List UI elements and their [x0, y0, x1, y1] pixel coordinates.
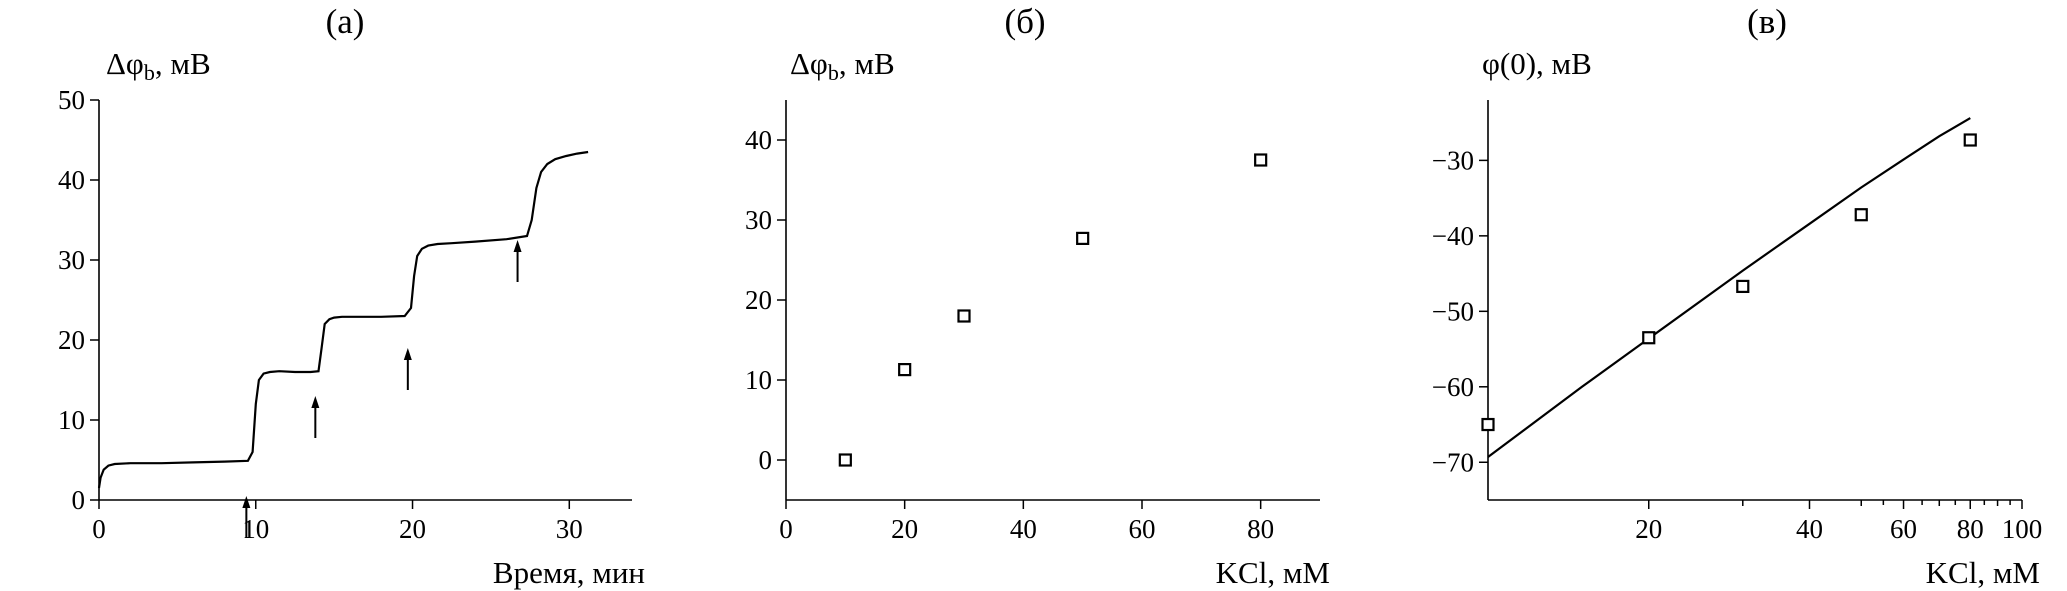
- arrow-head: [403, 348, 412, 360]
- y-tick-label: 0: [759, 445, 773, 475]
- panel-b-ylabel: Δφb, мВ: [790, 46, 895, 85]
- x-tick-label: 40: [1010, 514, 1037, 544]
- y-tick-label: 20: [58, 325, 85, 355]
- x-tick-label: 60: [1129, 514, 1156, 544]
- x-tick-label: 20: [891, 514, 918, 544]
- arrow-head: [242, 496, 251, 508]
- panel-c: (в) φ(0), мВ KCl, мМ −30 −40 −50 −60 −70 20 40…: [1432, 2, 2042, 590]
- panel-c-title: (в): [1747, 2, 1787, 41]
- panel-b-marks: [838, 153, 1268, 467]
- y-tick-label: 50: [58, 85, 85, 115]
- data-point: [898, 363, 912, 377]
- panel-a-xlabel: Время, мин: [493, 555, 645, 590]
- trace-line: [97, 150, 589, 489]
- panel-c-marks: [1481, 117, 1977, 458]
- y-tick-label: −40: [1432, 221, 1474, 251]
- data-point: [1481, 417, 1495, 432]
- y-tick-label: 40: [58, 165, 85, 195]
- panel-c-xlabel: KCl, мМ: [1926, 555, 2040, 590]
- y-tick-label: 30: [58, 245, 85, 275]
- panel-b-title: (б): [1004, 2, 1045, 41]
- y-tick-label: 10: [58, 405, 85, 435]
- y-tick-label: −30: [1432, 145, 1474, 175]
- panel-c-ticks: −30 −40 −50 −60 −70 20 40 60 80 100: [1432, 145, 2042, 544]
- y-tick-label: 30: [745, 205, 772, 235]
- data-point: [957, 309, 971, 323]
- data-point: [838, 453, 852, 467]
- data-point: [1736, 279, 1750, 294]
- data-point: [1076, 231, 1090, 245]
- fit-line: [1487, 117, 1971, 458]
- x-tick-label: 0: [92, 514, 106, 544]
- data-point: [1642, 331, 1656, 345]
- panel-b: (б) Δφb, мВ KCl, мМ 0 10 20 30 40 0 20 40 60 80: [745, 2, 1330, 590]
- panel-b-xlabel: KCl, мМ: [1216, 555, 1330, 590]
- y-tick-label: 10: [745, 365, 772, 395]
- x-tick-label: 80: [1247, 514, 1274, 544]
- x-tick-label: 100: [2002, 514, 2043, 544]
- y-tick-label: 40: [745, 125, 772, 155]
- arrow-head: [513, 240, 522, 252]
- x-tick-label: 30: [556, 514, 583, 544]
- panel-a-title: (а): [326, 2, 365, 41]
- panel-a-marks: [97, 150, 589, 538]
- arrow-head: [311, 396, 320, 408]
- y-tick-label: 20: [745, 285, 772, 315]
- y-tick-label: −50: [1432, 296, 1474, 326]
- panel-c-ylabel: φ(0), мВ: [1482, 46, 1592, 81]
- x-tick-label: 0: [779, 514, 793, 544]
- y-tick-label: −70: [1432, 447, 1474, 477]
- y-tick-label: 0: [72, 485, 86, 515]
- y-tick-label: −60: [1432, 372, 1474, 402]
- panel-b-ticks: 0 10 20 30 40 0 20 40 60 80: [745, 125, 1274, 544]
- x-tick-label: 20: [1635, 514, 1662, 544]
- data-point: [1254, 153, 1268, 167]
- data-point: [1854, 208, 1868, 222]
- panel-a-ylabel: Δφb, мВ: [106, 46, 211, 85]
- data-point: [1963, 133, 1977, 147]
- x-tick-label: 20: [399, 514, 426, 544]
- x-tick-label: 60: [1890, 514, 1917, 544]
- x-tick-label: 40: [1796, 514, 1823, 544]
- x-tick-label: 80: [1957, 514, 1984, 544]
